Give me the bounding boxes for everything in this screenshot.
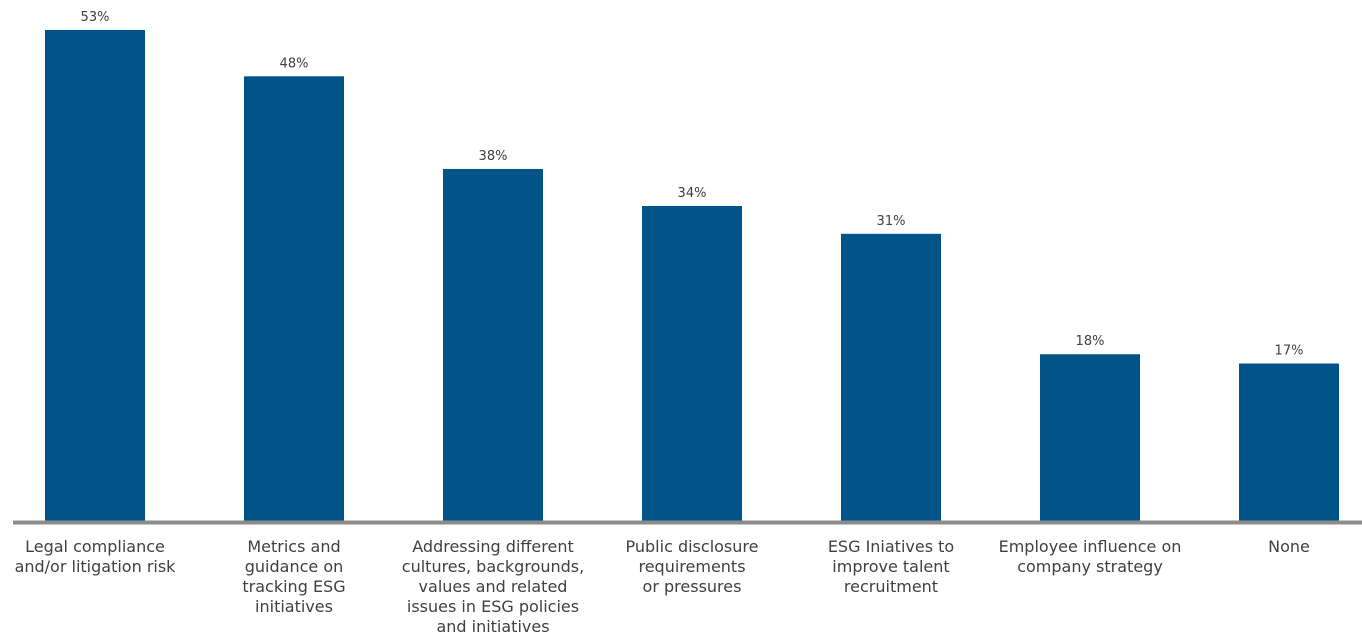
- category-label-line: issues in ESG policies: [407, 597, 579, 616]
- category-label-line: None: [1268, 537, 1310, 556]
- value-label-7: 17%: [1275, 344, 1304, 359]
- category-label-2: Metrics and guidance on tracking ESG initia…: [242, 537, 345, 616]
- category-label-line: Addressing different: [412, 537, 574, 556]
- category-label-line: initiatives: [255, 597, 333, 616]
- category-label-6: Employee influence on company strategy: [999, 537, 1182, 576]
- category-label-line: cultures, backgrounds,: [402, 557, 584, 576]
- category-label-line: Public disclosure: [626, 537, 759, 556]
- bars-layer: [45, 30, 1339, 522]
- value-label-5: 31%: [877, 214, 906, 229]
- value-label-2: 48%: [280, 56, 309, 71]
- value-label-4: 34%: [678, 186, 707, 201]
- category-label-line: tracking ESG: [242, 577, 345, 596]
- category-label-3: Addressing different cultures, background…: [402, 537, 584, 636]
- category-label-line: Legal compliance: [25, 537, 165, 556]
- category-label-line: or pressures: [643, 577, 742, 596]
- category-labels-layer: Legal compliance and/or litigation risk Me…: [15, 537, 1310, 636]
- category-label-4: Public disclosure requirements or pressure…: [626, 537, 759, 596]
- value-label-3: 38%: [479, 149, 508, 164]
- bar-4: [642, 206, 742, 522]
- bar-1: [45, 30, 145, 521]
- category-label-line: and/or litigation risk: [15, 557, 177, 576]
- category-label-line: and initiatives: [436, 617, 549, 636]
- category-label-line: company strategy: [1017, 557, 1163, 576]
- category-label-5: ESG Iniatives to improve talent recruitmen…: [828, 537, 954, 596]
- bar-3: [443, 168, 543, 521]
- value-label-1: 53%: [81, 10, 110, 25]
- category-label-7: None: [1268, 537, 1310, 556]
- bar-2: [244, 76, 344, 522]
- category-label-line: Metrics and: [247, 537, 340, 556]
- category-label-line: requirements: [638, 557, 745, 576]
- bar-6: [1040, 354, 1140, 521]
- category-label-1: Legal compliance and/or litigation risk: [15, 537, 177, 576]
- category-label-line: Employee influence on: [999, 537, 1182, 556]
- category-label-line: guidance on: [245, 557, 344, 576]
- category-label-line: ESG Iniatives to: [828, 537, 954, 556]
- value-labels-layer: 53% 48% 38% 34% 31% 18% 17%: [81, 10, 1304, 359]
- category-label-line: recruitment: [844, 577, 938, 596]
- bar-7: [1239, 363, 1339, 521]
- bar-5: [841, 233, 941, 521]
- category-label-line: values and related: [419, 577, 568, 596]
- value-label-6: 18%: [1076, 334, 1105, 349]
- category-label-line: improve talent: [832, 557, 949, 576]
